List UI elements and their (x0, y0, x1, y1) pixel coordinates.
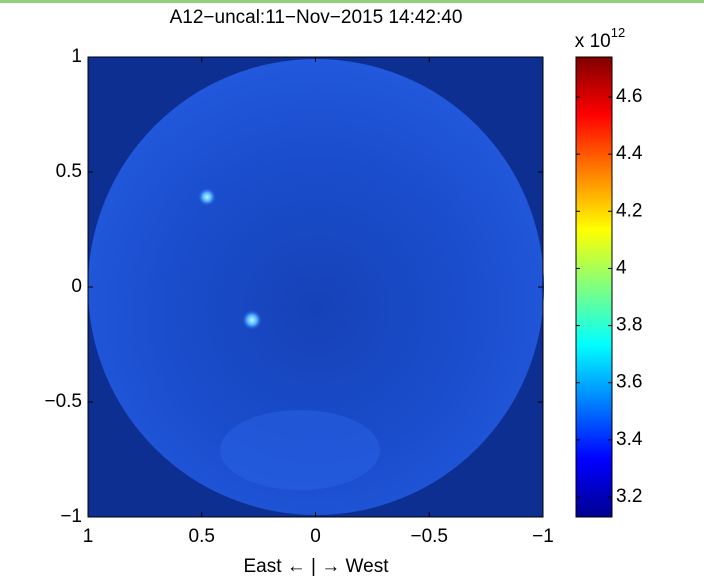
colorbar-tick-label: 3.4 (616, 429, 643, 450)
colorbar-tick-label: 4.2 (616, 200, 642, 221)
disk-brightening (220, 410, 380, 490)
y-tick-label: 1 (71, 46, 82, 67)
x-tick-label: 0.5 (189, 526, 215, 547)
colorbar-tick-label: 3.6 (616, 372, 642, 393)
colorbar (576, 57, 612, 517)
chart-title: A12−uncal:11−Nov−2015 14:42:40 (170, 7, 463, 28)
colorbar-multiplier: x 1012 (575, 25, 625, 52)
colorbar-multiplier-base: x 10 (575, 31, 611, 52)
x-tick-label: −0.5 (410, 526, 448, 547)
y-tick-label: −0.5 (44, 391, 82, 412)
colorbar-tick-label: 4 (616, 257, 627, 278)
x-tick-label: −1 (532, 526, 554, 547)
y-tick-label: 0.5 (56, 161, 82, 182)
x-tick-label: 1 (83, 526, 94, 547)
colorbar-tick-label: 3.2 (616, 486, 642, 507)
bright-spot (242, 310, 262, 330)
chart: A12−uncal:11−Nov−2015 14:42:40 East ← | … (0, 0, 704, 584)
bright-spot (198, 188, 216, 206)
colorbar-tick-label: 4.6 (616, 86, 642, 107)
x-axis-label: East ← | → West (243, 556, 389, 577)
y-tick-label: −1 (60, 506, 82, 527)
colorbar-tick-label: 3.8 (616, 315, 642, 336)
top-border (0, 0, 704, 3)
colorbar-exponent: 12 (611, 25, 625, 40)
colorbar-tick-label: 4.4 (616, 143, 643, 164)
x-tick-label: 0 (310, 526, 321, 547)
y-tick-label: 0 (71, 276, 82, 297)
